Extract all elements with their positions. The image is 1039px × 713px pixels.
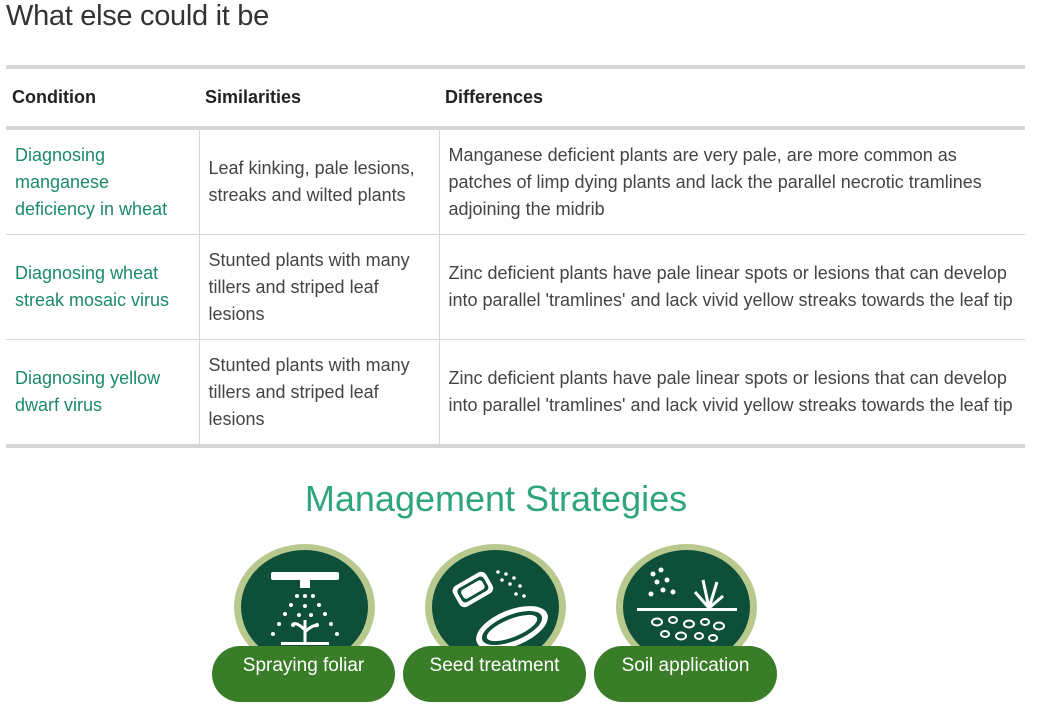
similarities-cell: Stunted plants with many tillers and str… <box>199 234 440 340</box>
condition-cell: Diagnosing wheat streak mosaic virus <box>6 234 200 340</box>
strategy-disc <box>234 544 375 670</box>
header-similarities: Similarities <box>199 67 439 130</box>
strategy-pill <box>403 646 586 702</box>
strategy-spraying-foliar[interactable]: Spraying foliar <box>212 542 402 704</box>
strategy-disc <box>425 544 566 670</box>
differences-cell: Zinc deficient plants have pale linear s… <box>439 234 1025 340</box>
strategy-pill <box>594 646 777 702</box>
condition-link[interactable]: Diagnosing wheat streak mosaic virus <box>15 263 170 310</box>
strategy-seed-treatment[interactable]: Seed treatment <box>403 542 593 704</box>
similarities-cell: Stunted plants with many tillers and str… <box>199 339 440 446</box>
differences-cell: Manganese deficient plants are very pale… <box>439 127 1025 235</box>
strategy-label: Seed treatment <box>429 655 560 676</box>
sprayer-icon <box>271 572 339 645</box>
strategy-label: Spraying foliar <box>242 655 365 676</box>
page-title: What else could it be <box>6 0 269 32</box>
condition-cell: Diagnosing manganese deficiency in wheat <box>6 127 200 235</box>
table-header-row: Condition Similarities Differences <box>6 67 1025 130</box>
strategy-pill <box>212 646 395 702</box>
comparison-table: Condition Similarities Differences Diagn… <box>6 65 1025 448</box>
table-row: Diagnosing wheat streak mosaic virus Stu… <box>6 234 1025 340</box>
header-condition: Condition <box>6 67 199 130</box>
seed-icon <box>452 570 548 650</box>
strategy-soil-application[interactable]: Soil application <box>594 542 784 704</box>
soil-icon <box>637 567 737 642</box>
condition-link[interactable]: Diagnosing yellow dwarf virus <box>15 368 161 415</box>
condition-cell: Diagnosing yellow dwarf virus <box>6 339 200 446</box>
strategy-label: Soil application <box>621 655 750 676</box>
table-row: Diagnosing yellow dwarf virus Stunted pl… <box>6 339 1025 446</box>
condition-link[interactable]: Diagnosing manganese deficiency in wheat <box>15 144 168 219</box>
similarities-cell: Leaf kinking, pale lesions, streaks and … <box>199 127 440 235</box>
management-title: Management Strategies <box>304 478 688 519</box>
header-differences: Differences <box>439 67 1025 130</box>
table-row: Diagnosing manganese deficiency in wheat… <box>6 127 1025 235</box>
differences-cell: Zinc deficient plants have pale linear s… <box>439 339 1025 446</box>
